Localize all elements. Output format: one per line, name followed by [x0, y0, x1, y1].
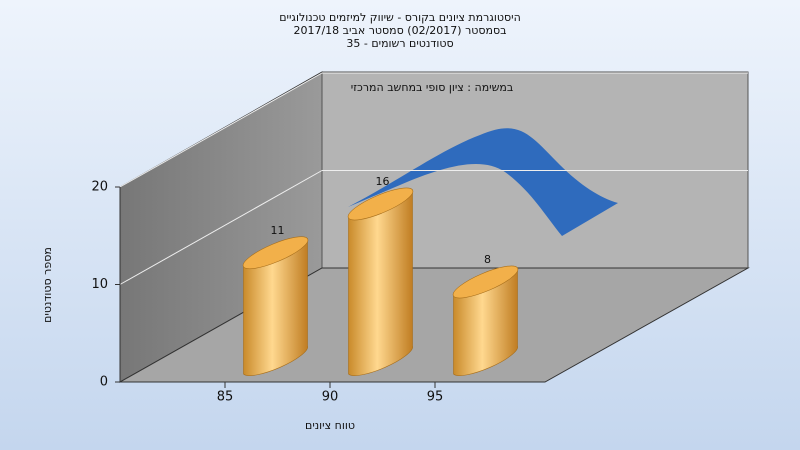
data-label: 11	[271, 224, 285, 237]
bar-top	[347, 187, 414, 221]
distribution-curve	[348, 128, 618, 236]
y-axis-label: מספר סטודנטים	[41, 247, 54, 323]
chart-title: סטודנטים רשומים - 35	[346, 37, 453, 50]
x-tick-label: 85	[217, 390, 234, 405]
y-tick-label: 10	[91, 277, 108, 292]
x-tick-label: 95	[427, 390, 444, 405]
bar-top	[452, 265, 519, 299]
chart-title: בסמסטר (02/2017) סמסטר אביב 2017/18	[293, 24, 506, 37]
x-axis-label: טווח ציונים	[305, 419, 355, 432]
chart-title: היסטוגרמת ציונים בקורס - שיווק למיזמים ט…	[279, 11, 521, 24]
annotation: במשימה : ציון סופי במחשב המרכזי	[351, 81, 514, 94]
x-tick-label: 90	[322, 390, 339, 405]
grid-line	[119, 170, 323, 285]
y-tick-label: 20	[91, 180, 108, 195]
grid-line	[119, 72, 323, 188]
data-label: 16	[376, 175, 390, 188]
bar-top	[242, 236, 309, 270]
plot: 0 10 20 85 90 95 11 16 8	[91, 72, 748, 405]
y-tick-label: 0	[100, 375, 108, 390]
data-label: 8	[484, 253, 491, 266]
